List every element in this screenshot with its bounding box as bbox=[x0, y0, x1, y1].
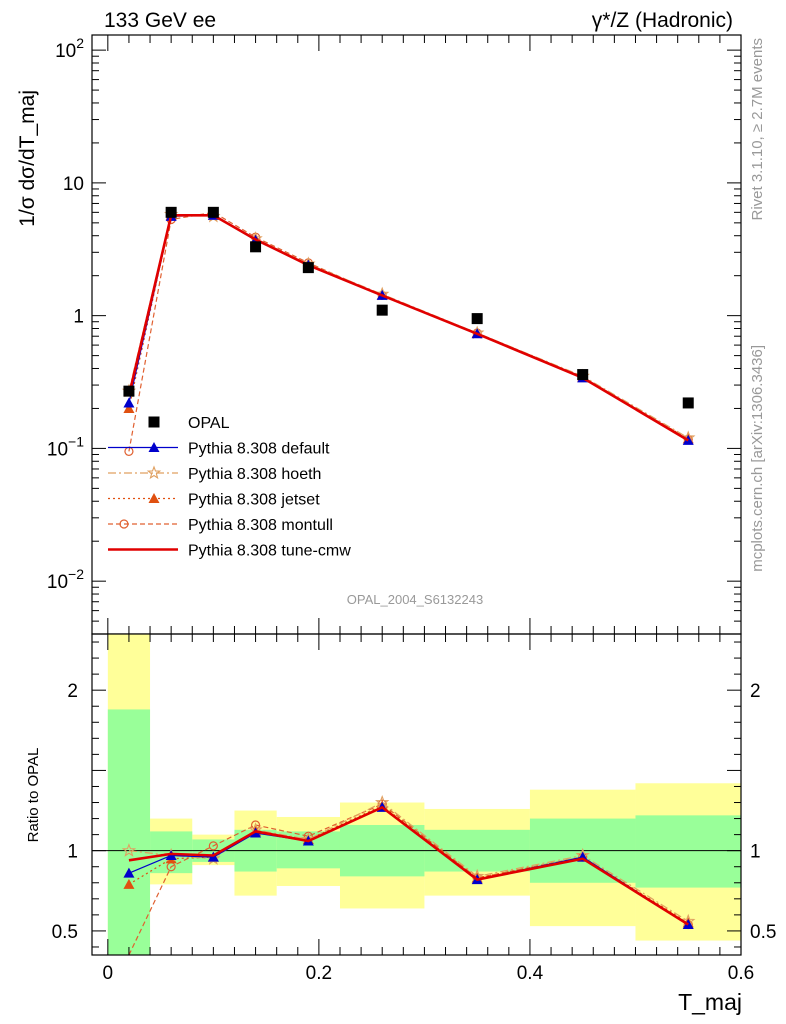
ratio-y-axis-label: Ratio to OPAL bbox=[25, 748, 42, 843]
ratio-point-jetset-0 bbox=[123, 878, 135, 889]
main-y-axis-title: 1/σ dσ/dT_maj bbox=[16, 90, 39, 227]
main-y-tick-label-2: 1 bbox=[73, 307, 84, 328]
main-data-point-5 bbox=[376, 304, 388, 316]
legend-label-default: Pythia 8.308 default bbox=[188, 441, 330, 458]
analysis-id-label: OPAL_2004_S6132243 bbox=[347, 592, 483, 607]
ratio-frame bbox=[91, 633, 742, 956]
ratio-line-montull bbox=[128, 803, 689, 956]
x-tick-label-0: 0 bbox=[103, 963, 114, 984]
ratio-y-axis-title: Ratio to OPAL bbox=[25, 748, 42, 843]
ratio-y-tick-label-left-2: 2 bbox=[67, 681, 78, 702]
main-data-point-4 bbox=[302, 262, 314, 274]
main-y-tick-label-4: 102 bbox=[55, 35, 84, 62]
main-y-tick-base-0: 10 bbox=[47, 572, 68, 593]
main-y-axis-label: 1/σ dσ/dT_maj bbox=[16, 90, 39, 227]
main-data-point-8 bbox=[682, 397, 694, 409]
main-line-jetset bbox=[128, 214, 689, 440]
legend-label-hoeth: Pythia 8.308 hoeth bbox=[188, 466, 321, 483]
legend-label-montull: Pythia 8.308 montull bbox=[188, 517, 333, 534]
main-point-default-0 bbox=[123, 397, 135, 408]
main-data-point-7 bbox=[577, 369, 589, 381]
ratio-line-tune_cmw bbox=[128, 805, 689, 926]
process-label: γ*/Z (Hadronic) bbox=[592, 9, 733, 32]
main-data-point-2 bbox=[207, 206, 219, 218]
main-y-tick-label-1: 10−1 bbox=[47, 433, 84, 460]
mcplots-label: mcplots.cern.ch [arXiv:1306.3436] bbox=[749, 345, 766, 572]
main-y-tick-exp-0: −2 bbox=[68, 566, 84, 582]
ratio-y-tick-label-right-1: 1 bbox=[750, 842, 761, 863]
rivet-version-label: Rivet 3.1.10, ≥ 2.7M events bbox=[749, 38, 766, 221]
energy-label: 133 GeV ee bbox=[104, 9, 216, 32]
x-tick-label-1: 0.2 bbox=[306, 963, 332, 984]
main-point-jetset-0 bbox=[123, 402, 135, 413]
main-y-tick-exp-4: 2 bbox=[76, 35, 84, 51]
legend-marker-jetset bbox=[148, 493, 160, 503]
main-data-point-6 bbox=[471, 313, 483, 325]
ratio-line-hoeth bbox=[128, 801, 689, 922]
ratio-point-default-0 bbox=[123, 867, 135, 878]
main-y-tick-base-1: 10 bbox=[47, 439, 68, 460]
legend-label-jetset: Pythia 8.308 jetset bbox=[188, 492, 320, 509]
main-line-default bbox=[128, 214, 689, 441]
ratio-y-tick-label-left-0: 0.5 bbox=[52, 922, 78, 943]
legend: OPAL Pythia 8.308 default Pythia 8.308 hoe… bbox=[108, 415, 351, 560]
main-data-point-3 bbox=[250, 241, 262, 253]
x-tick-label-2: 0.4 bbox=[517, 963, 544, 984]
main-line-tune_cmw bbox=[127, 214, 689, 442]
legend-label-data: OPAL bbox=[188, 415, 230, 432]
main-line-hoeth bbox=[128, 213, 689, 439]
x-axis-label: T_maj bbox=[678, 989, 742, 1015]
legend-marker-hoeth bbox=[146, 465, 162, 480]
ratio-y-tick-label-right-0: 0.5 bbox=[750, 922, 776, 943]
main-y-tick-base-4: 10 bbox=[55, 41, 76, 62]
main-y-tick-exp-1: −1 bbox=[68, 433, 84, 449]
ratio-point-montull-2 bbox=[208, 841, 218, 851]
ratio-y-tick-label-right-2: 2 bbox=[750, 681, 761, 702]
legend-marker-montull bbox=[119, 519, 129, 529]
x-tick-label-3: 0.6 bbox=[728, 963, 754, 984]
ratio-y-tick-label-left-1: 1 bbox=[67, 842, 78, 863]
legend-marker-data bbox=[148, 416, 160, 428]
legend-marker-default bbox=[148, 442, 160, 452]
legend-label-tune_cmw: Pythia 8.308 tune-cmw bbox=[188, 543, 351, 560]
ratio-point-hoeth-0 bbox=[121, 843, 137, 857]
main-y-tick-label-0: 10−2 bbox=[47, 566, 84, 593]
main-y-tick-label-3: 10 bbox=[63, 174, 84, 195]
ratio-band-inner-0 bbox=[107, 709, 151, 955]
main-data-point-1 bbox=[165, 206, 177, 218]
ratio-band-inner-8 bbox=[635, 815, 741, 888]
ratio-panel: 0 0.2 0.4 0.6 0.5 0.5 1 1 2 2 bbox=[52, 633, 776, 984]
main-data-point-0 bbox=[123, 385, 135, 397]
